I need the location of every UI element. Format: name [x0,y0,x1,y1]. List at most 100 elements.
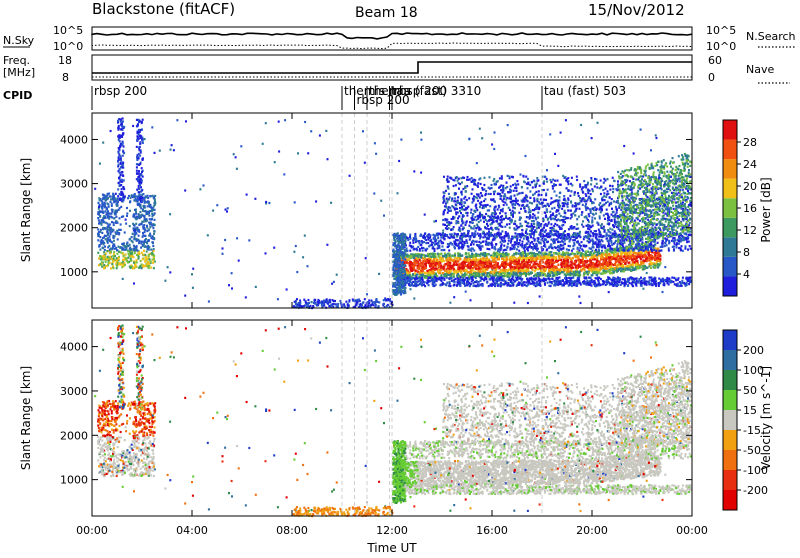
power-echo-cell [185,120,187,122]
power-echo-cell [113,217,115,219]
power-echo-cell [108,212,110,214]
power-echo-cell [132,125,134,127]
power-echo-cell [131,240,133,242]
power-echo-cell [525,155,527,157]
power-echo-cell [124,231,126,233]
power-echo-cell [117,135,119,137]
power-echo-cell [111,216,113,218]
power-echo-cell [122,186,124,188]
power-echo-cell [101,261,103,263]
power-echo-cell [143,265,145,267]
station-title: Blackstone (fitACF) [92,0,235,18]
power-echo-cell [313,302,315,304]
power-echo-cell [310,130,312,132]
power-echo-cell [144,239,146,241]
power-echo-cell [138,195,140,197]
power-echo-cell [126,207,128,209]
power-echo-cell [141,263,143,265]
power-echo-cell [117,257,119,259]
power-echo-cell [114,248,116,250]
power-echo-cell [378,273,380,275]
power-echo-cell [136,170,138,172]
power-echo-cell [121,243,123,245]
power-echo-cell [102,197,104,199]
power-echo-cell [265,122,267,124]
power-echo-cell [557,165,559,167]
power-echo-cell [104,227,106,229]
power-echo-cell [208,300,210,302]
power-echo-cell [141,201,143,203]
power-echo-cell [104,210,106,212]
power-echo-cell [148,235,150,237]
power-echo-cell [420,172,422,174]
power-echo-cell [111,221,113,223]
power-echo-cell [135,247,137,249]
power-echo-cell [136,146,138,148]
power-echo-cell [296,305,298,307]
power-echo-cell [688,283,690,285]
power-echo-cell [120,251,122,253]
power-echo-cell [137,250,139,252]
power-echo-cell [153,230,155,232]
power-echo-cell [117,129,119,131]
power-echo-cell [344,306,346,308]
power-echo-cell [109,262,111,264]
power-echo-cell [98,234,100,236]
power-echo-cell [349,299,351,301]
power-echo-cell [141,197,143,199]
power-echo-cell [97,252,99,254]
power-echo-cell [141,167,143,169]
power-echo-cell [457,260,459,262]
power-echo-cell [102,205,104,207]
power-echo-cell [139,155,141,157]
power-echo-cell [316,303,318,305]
power-echo-cell [148,246,150,248]
power-echo-cell [120,223,122,225]
power-echo-cell [141,171,143,173]
power-echo-cell [111,209,113,211]
power-echo-cell [362,130,364,132]
power-echo-cell [107,237,109,239]
power-echo-cell [118,251,120,253]
power-echo-cell [413,297,415,299]
power-echo-cell [122,166,124,168]
power-echo-cell [374,302,376,304]
nsky-series [92,33,692,39]
power-echo-cell [311,301,313,303]
power-echo-cell [140,206,142,208]
power-echo-cell [111,258,113,260]
power-echo-cell [118,148,120,150]
power-echo-cell [375,153,377,155]
power-echo-cell [118,229,120,231]
power-echo-cell [594,258,596,260]
power-echo-cell [580,124,582,126]
power-echo-cell [216,204,218,206]
power-echo-cell [138,188,140,190]
power-echo-cell [192,287,194,289]
power-echo-cell [116,265,118,267]
power-echo-cell [655,134,657,136]
power-echo-cell [386,305,388,307]
power-echo-cell [191,273,193,275]
freq-tick-top: 18 [58,54,72,67]
power-echo-cell [141,267,143,269]
cpid-label: CPID [3,89,32,102]
power-echo-cell [122,120,124,122]
power-echo-cell [99,211,101,213]
power-echo-cell [138,242,140,244]
power-echo-cell [144,138,146,140]
power-echo-cell [491,143,493,145]
power-echo-cell [101,224,103,226]
power-echo-cell [99,221,101,223]
power-echo-cell [159,150,161,152]
power-echo-cell [138,253,140,255]
nave-tick-bottom: 0 [708,71,715,84]
cpid-segment-label: rbsp 200 [394,84,447,98]
power-echo-cell [169,213,171,215]
power-echo-cell [203,184,205,186]
power-echo-cell [103,255,105,257]
power-echo-cell [140,241,142,243]
power-echo-cell [122,174,124,176]
power-echo-cell [151,126,153,128]
